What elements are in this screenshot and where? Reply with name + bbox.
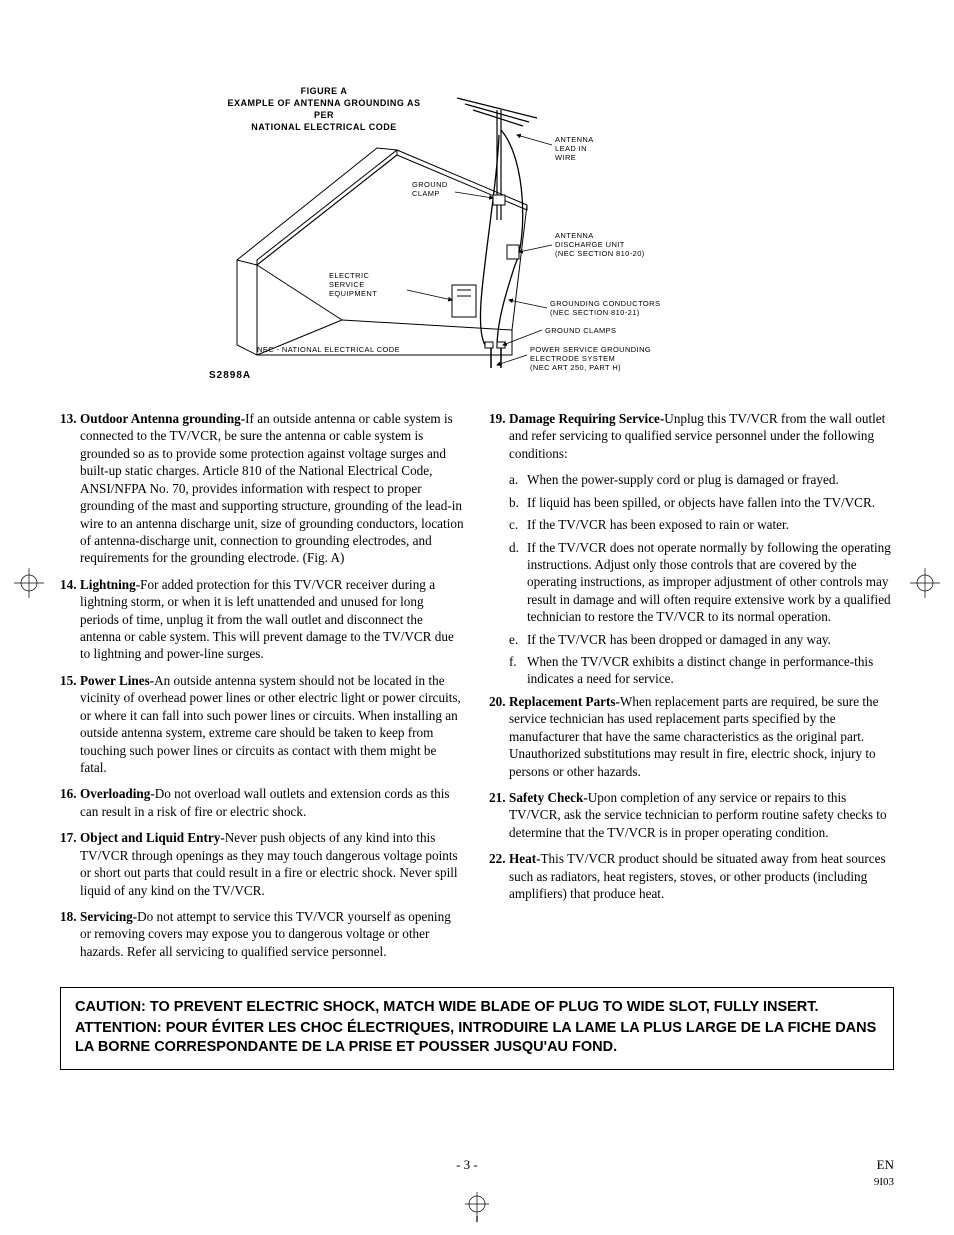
numbered-item: 15.Power Lines-An outside antenna system… xyxy=(60,672,465,777)
sublist-item: e.If the TV/VCR has been dropped or dama… xyxy=(509,631,894,648)
numbered-item: 22.Heat-This TV/VCR product should be si… xyxy=(489,850,894,902)
figure-code: S2898A xyxy=(209,370,251,381)
item-body: Power Lines-An outside antenna system sh… xyxy=(80,672,465,777)
numbered-item: 13.Outdoor Antenna grounding-If an outsi… xyxy=(60,410,465,567)
sublist-marker: d. xyxy=(509,539,527,626)
footer-code: 9I03 xyxy=(874,1176,894,1188)
item-number: 21. xyxy=(489,789,509,841)
conditions-sublist: a.When the power-supply cord or plug is … xyxy=(509,471,894,688)
numbered-item: 19.Damage Requiring Service-Unplug this … xyxy=(489,410,894,462)
antenna-grounding-diagram: ANTENNA LEAD IN WIRE GROUND CLAMP ANTENN… xyxy=(197,90,757,390)
sublist-text: If the TV/VCR has been exposed to rain o… xyxy=(527,516,894,533)
right-column: 19.Damage Requiring Service-Unplug this … xyxy=(489,410,894,969)
sublist-item: d.If the TV/VCR does not operate normall… xyxy=(509,539,894,626)
sublist-marker: e. xyxy=(509,631,527,648)
item-number: 19. xyxy=(489,410,509,462)
label-antenna-lead: ANTENNA LEAD IN WIRE xyxy=(555,135,596,162)
crop-mark-bottom xyxy=(457,1192,497,1227)
label-nec-note: NEC - NATIONAL ELECTRICAL CODE xyxy=(257,345,400,354)
figure-caption: FIGURE A EXAMPLE OF ANTENNA GROUNDING AS… xyxy=(219,85,429,134)
label-ground-clamps: GROUND CLAMPS xyxy=(545,326,616,335)
footer-lang: EN xyxy=(877,1157,894,1172)
item-number: 16. xyxy=(60,785,80,820)
label-electric-service: ELECTRIC SERVICE EQUIPMENT xyxy=(329,271,377,298)
item-body: Overloading-Do not overload wall outlets… xyxy=(80,785,465,820)
sublist-marker: a. xyxy=(509,471,527,488)
page-number: - 3 - xyxy=(456,1157,478,1189)
item-number: 18. xyxy=(60,908,80,960)
label-power-service: POWER SERVICE GROUNDING ELECTRODE SYSTEM… xyxy=(530,345,654,372)
left-column: 13.Outdoor Antenna grounding-If an outsi… xyxy=(60,410,465,969)
sublist-marker: c. xyxy=(509,516,527,533)
item-number: 17. xyxy=(60,829,80,899)
item-body: Damage Requiring Service-Unplug this TV/… xyxy=(509,410,894,462)
item-number: 14. xyxy=(60,576,80,663)
sublist-marker: f. xyxy=(509,653,527,688)
sublist-text: When the TV/VCR exhibits a distinct chan… xyxy=(527,653,894,688)
figure-title-1: FIGURE A xyxy=(301,86,348,96)
sublist-item: c.If the TV/VCR has been exposed to rain… xyxy=(509,516,894,533)
item-body: Safety Check-Upon completion of any serv… xyxy=(509,789,894,841)
item-body: Servicing-Do not attempt to service this… xyxy=(80,908,465,960)
item-number: 22. xyxy=(489,850,509,902)
body-columns: 13.Outdoor Antenna grounding-If an outsi… xyxy=(60,410,894,969)
sublist-item: a.When the power-supply cord or plug is … xyxy=(509,471,894,488)
label-grounding-conductors: GROUNDING CONDUCTORS (NEC SECTION 810-21… xyxy=(550,299,663,317)
page-footer: - 3 - EN 9I03 xyxy=(60,1157,894,1189)
numbered-item: 17.Object and Liquid Entry-Never push ob… xyxy=(60,829,465,899)
sublist-text: When the power-supply cord or plug is da… xyxy=(527,471,894,488)
sublist-text: If the TV/VCR does not operate normally … xyxy=(527,539,894,626)
item-body: Heat-This TV/VCR product should be situa… xyxy=(509,850,894,902)
item-body: Object and Liquid Entry-Never push objec… xyxy=(80,829,465,899)
item-body: Lightning-For added protection for this … xyxy=(80,576,465,663)
numbered-item: 18.Servicing-Do not attempt to service t… xyxy=(60,908,465,960)
registration-mark-left xyxy=(14,568,44,603)
item-body: Replacement Parts-When replacement parts… xyxy=(509,693,894,780)
figure-title-2: EXAMPLE OF ANTENNA GROUNDING AS PER xyxy=(227,98,420,120)
numbered-item: 20.Replacement Parts-When replacement pa… xyxy=(489,693,894,780)
sublist-marker: b. xyxy=(509,494,527,511)
item-number: 15. xyxy=(60,672,80,777)
page: FIGURE A EXAMPLE OF ANTENNA GROUNDING AS… xyxy=(0,0,954,1235)
figure-a: FIGURE A EXAMPLE OF ANTENNA GROUNDING AS… xyxy=(197,90,757,390)
sublist-text: If liquid has been spilled, or objects h… xyxy=(527,494,894,511)
item-body: Outdoor Antenna grounding-If an outside … xyxy=(80,410,465,567)
sublist-item: b.If liquid has been spilled, or objects… xyxy=(509,494,894,511)
item-number: 20. xyxy=(489,693,509,780)
figure-title-3: NATIONAL ELECTRICAL CODE xyxy=(251,122,397,132)
label-discharge-unit: ANTENNA DISCHARGE UNIT (NEC SECTION 810-… xyxy=(555,231,645,258)
caution-box: CAUTION: TO PREVENT ELECTRIC SHOCK, MATC… xyxy=(60,987,894,1070)
numbered-item: 16.Overloading-Do not overload wall outl… xyxy=(60,785,465,820)
numbered-item: 14.Lightning-For added protection for th… xyxy=(60,576,465,663)
item-number: 13. xyxy=(60,410,80,567)
label-ground-clamp: GROUND CLAMP xyxy=(412,180,450,198)
caution-line-1: CAUTION: TO PREVENT ELECTRIC SHOCK, MATC… xyxy=(75,998,879,1017)
caution-line-2: ATTENTION: POUR ÉVITER LES CHOC ÉLECTRIQ… xyxy=(75,1019,879,1057)
sublist-item: f.When the TV/VCR exhibits a distinct ch… xyxy=(509,653,894,688)
numbered-item: 21.Safety Check-Upon completion of any s… xyxy=(489,789,894,841)
registration-mark-right xyxy=(910,568,940,603)
sublist-text: If the TV/VCR has been dropped or damage… xyxy=(527,631,894,648)
